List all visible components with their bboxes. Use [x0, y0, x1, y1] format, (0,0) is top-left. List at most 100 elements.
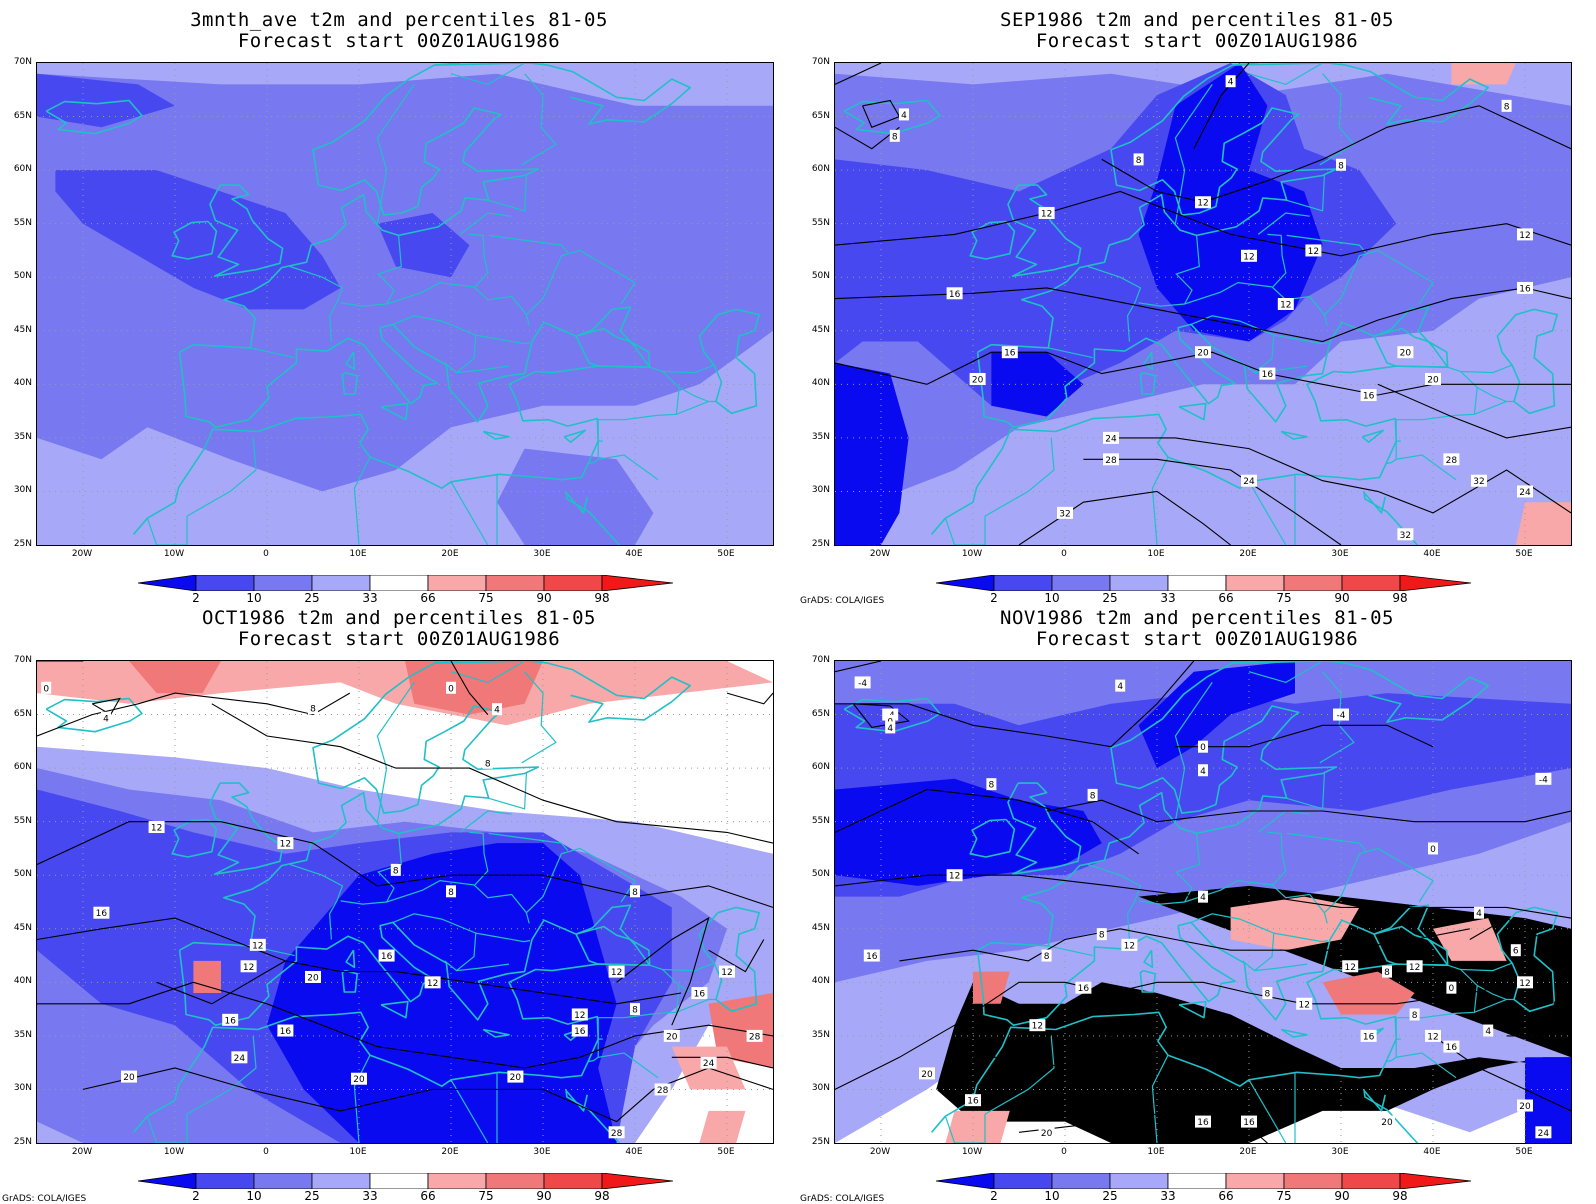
colorbar-label: 25 — [304, 591, 320, 605]
svg-text:8: 8 — [1099, 931, 1105, 941]
svg-text:12: 12 — [574, 1011, 585, 1021]
percentile-colorbar — [138, 1173, 673, 1189]
colorbar-label: 75 — [1276, 1189, 1292, 1203]
contour-label: 16 — [863, 949, 880, 962]
map-canvas: 4 8 4 8 8 8 12 12 12 12 12 16 12 16 16 16 20 20 20 16 20 24 28… — [835, 63, 1571, 545]
contour-label: 0 — [1446, 981, 1457, 994]
svg-text:0: 0 — [1449, 984, 1455, 994]
svg-text:12: 12 — [252, 941, 263, 951]
contour-label: 8 — [986, 778, 997, 791]
svg-text:12: 12 — [1124, 941, 1135, 951]
svg-text:16: 16 — [1446, 1043, 1458, 1053]
contour-label: -4 — [1535, 772, 1552, 785]
contour-label: 28 — [746, 1029, 763, 1042]
svg-text:12: 12 — [1041, 209, 1052, 219]
coastlines — [843, 661, 1558, 1143]
svg-text:24: 24 — [703, 1059, 715, 1069]
contour-label: 8 — [1501, 99, 1512, 112]
svg-text:12: 12 — [611, 968, 622, 978]
svg-text:20: 20 — [1400, 349, 1412, 359]
svg-text:16: 16 — [574, 1027, 586, 1037]
contour-label: 24 — [1241, 474, 1257, 487]
lon-tick-label: 10W — [961, 1147, 983, 1157]
lat-tick-label: 50N — [13, 271, 32, 282]
contour-label: 0 — [41, 681, 52, 694]
contour-label: 12 — [1517, 228, 1533, 241]
svg-text:8: 8 — [1412, 1011, 1418, 1021]
contour-label: 28 — [1443, 453, 1460, 466]
svg-text:20: 20 — [510, 1073, 522, 1083]
lat-tick-label: 30N — [811, 1083, 830, 1094]
map-area — [36, 62, 774, 546]
contour-label: 8 — [1041, 949, 1052, 962]
lat-tick-label: 50N — [811, 271, 830, 282]
colorbar-label: 75 — [1276, 591, 1292, 605]
colorbar-label: 10 — [1044, 591, 1060, 605]
lon-tick-label: 20W — [71, 1147, 93, 1157]
lon-tick-label: 10E — [1147, 549, 1165, 559]
colorbar-label: 90 — [536, 591, 552, 605]
svg-text:24: 24 — [1105, 434, 1117, 444]
lon-tick-label: 40E — [1423, 549, 1441, 559]
svg-text:16: 16 — [1243, 1118, 1255, 1128]
svg-text:-4: -4 — [1539, 775, 1548, 785]
colorbar-label: 10 — [1044, 1189, 1060, 1203]
lat-tick-label: 30N — [13, 1083, 32, 1094]
contour-label: 16 — [222, 1013, 239, 1026]
contour-label: 0 — [1198, 740, 1208, 753]
colorbar-label: 90 — [1334, 1189, 1350, 1203]
lat-tick-label: 35N — [13, 1029, 32, 1040]
svg-text:20: 20 — [1041, 1129, 1053, 1139]
svg-text:16: 16 — [381, 952, 393, 962]
svg-text:24: 24 — [234, 1054, 246, 1064]
lat-tick-label: 35N — [811, 431, 830, 442]
contour-label: 12 — [1305, 244, 1322, 257]
lon-tick-label: 0 — [263, 1147, 269, 1157]
contour-label: 12 — [1029, 1019, 1046, 1032]
svg-text:0: 0 — [1430, 845, 1436, 855]
colorbar-label: 33 — [362, 591, 378, 605]
svg-text:-4: -4 — [1337, 711, 1346, 721]
contour-label: 12 — [1296, 997, 1313, 1010]
lon-tick-label: 50E — [1515, 1147, 1533, 1157]
lat-tick-label: 45N — [811, 324, 830, 335]
colorbar-label: 33 — [362, 1189, 378, 1203]
svg-text:12: 12 — [1308, 247, 1319, 257]
svg-text:28: 28 — [657, 1086, 669, 1096]
lon-tick-label: 30E — [533, 1147, 551, 1157]
contour-label: 12 — [571, 1008, 588, 1021]
lat-tick-label: 70N — [811, 655, 830, 665]
contour-label: 8 — [390, 863, 401, 876]
svg-text:24: 24 — [1538, 1129, 1550, 1139]
svg-text:8: 8 — [1044, 952, 1050, 962]
svg-text:28: 28 — [611, 1129, 623, 1139]
svg-text:20: 20 — [353, 1075, 365, 1085]
contour-label: 4 — [1225, 75, 1236, 88]
svg-text:12: 12 — [243, 963, 254, 973]
svg-text:4: 4 — [103, 714, 109, 724]
percentile-shading — [835, 661, 1571, 1143]
coastlines — [45, 661, 760, 1143]
contour-label: 24 — [1517, 485, 1533, 498]
colorbar-label: 66 — [420, 591, 436, 605]
contour-label: 24 — [231, 1051, 248, 1064]
svg-text:16: 16 — [1262, 370, 1274, 380]
svg-text:4: 4 — [1485, 1027, 1491, 1037]
panel-subtitle: Forecast start 00Z01AUG1986 — [237, 628, 561, 650]
contour-label: 20 — [969, 372, 986, 385]
lat-tick-label: 40N — [811, 378, 830, 389]
lat-tick-label: 65N — [811, 708, 830, 719]
colorbar-label: 2 — [990, 1189, 998, 1203]
contour-label: 8 — [1096, 928, 1107, 941]
svg-text:12: 12 — [721, 968, 732, 978]
map-canvas — [37, 63, 773, 545]
svg-text:16: 16 — [949, 290, 961, 300]
lon-tick-label: 0 — [263, 549, 269, 559]
contour-label: 12 — [1425, 1029, 1441, 1042]
panel-title: SEP1986 t2m and percentiles 81-05 — [1000, 9, 1394, 31]
country-borders — [944, 63, 1514, 545]
svg-text:16: 16 — [1363, 1032, 1375, 1042]
svg-text:12: 12 — [1409, 963, 1420, 973]
map-panel-3mnth-ave: 3mnth_ave t2m and percentiles 81-05 Fore… — [0, 0, 798, 605]
contour-label: 12 — [608, 965, 625, 978]
